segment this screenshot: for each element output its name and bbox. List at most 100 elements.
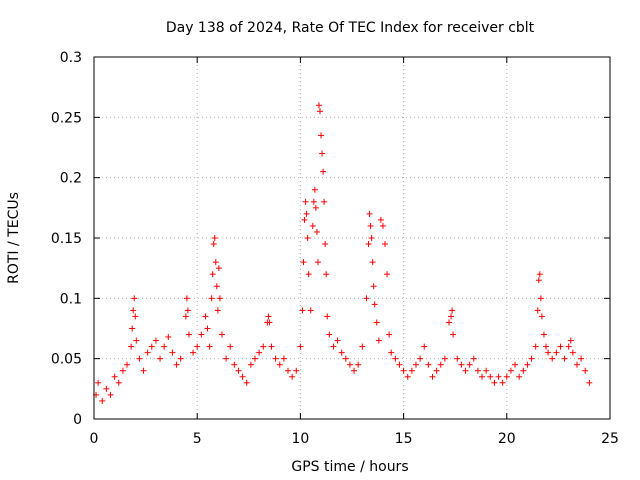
data-point xyxy=(366,210,373,217)
data-point xyxy=(400,367,407,374)
data-point xyxy=(462,367,469,374)
data-point xyxy=(213,283,220,290)
data-point xyxy=(535,277,542,284)
data-point xyxy=(165,333,172,340)
data-point xyxy=(365,241,372,248)
data-point xyxy=(373,319,380,326)
data-point xyxy=(214,307,221,314)
data-point xyxy=(161,343,168,350)
data-point xyxy=(330,343,337,350)
data-point xyxy=(194,343,201,350)
y-tick-label: 0.1 xyxy=(60,291,82,307)
data-point xyxy=(184,307,191,314)
data-point xyxy=(425,361,432,368)
data-point xyxy=(256,349,263,356)
data-point xyxy=(317,108,324,115)
data-point xyxy=(318,132,325,139)
data-point xyxy=(487,373,494,380)
data-point xyxy=(131,295,138,302)
x-tick-labels: 0 5 10 15 20 25 xyxy=(90,431,619,447)
data-point xyxy=(321,198,328,205)
data-point xyxy=(209,271,216,278)
data-point xyxy=(215,265,222,272)
data-point xyxy=(276,361,283,368)
data-point xyxy=(152,337,159,344)
data-point xyxy=(429,373,436,380)
data-point xyxy=(210,241,217,248)
data-point xyxy=(218,331,225,338)
data-point xyxy=(115,379,122,386)
data-point xyxy=(342,355,349,362)
data-point xyxy=(557,343,564,350)
data-point xyxy=(239,373,246,380)
y-tick-label: 0.25 xyxy=(51,110,82,126)
data-point xyxy=(312,204,319,211)
data-point xyxy=(202,313,209,320)
data-point xyxy=(324,313,331,320)
data-point xyxy=(359,343,366,350)
data-point xyxy=(266,319,273,326)
data-point xyxy=(573,361,580,368)
data-point xyxy=(491,379,498,386)
data-point xyxy=(382,241,389,248)
data-points xyxy=(93,102,593,404)
data-point xyxy=(537,295,544,302)
data-point xyxy=(265,313,272,320)
data-point xyxy=(285,367,292,374)
data-point xyxy=(322,241,329,248)
data-point xyxy=(516,373,523,380)
data-point xyxy=(251,355,258,362)
data-point xyxy=(368,235,375,241)
x-tick-label: 25 xyxy=(601,431,619,447)
x-tick-label: 0 xyxy=(90,431,99,447)
data-point xyxy=(355,361,362,368)
data-point xyxy=(206,343,213,350)
data-point xyxy=(540,331,547,338)
data-point xyxy=(204,325,211,332)
data-point xyxy=(208,295,215,302)
data-point xyxy=(305,271,312,278)
data-point xyxy=(260,343,267,350)
data-point xyxy=(304,235,311,241)
data-point xyxy=(532,343,539,350)
data-point xyxy=(586,379,593,386)
data-point xyxy=(375,337,382,344)
data-point xyxy=(198,331,205,338)
data-point xyxy=(412,361,419,368)
data-point xyxy=(183,295,190,302)
data-point xyxy=(247,361,254,368)
x-tick-label: 10 xyxy=(291,431,309,447)
data-point xyxy=(448,313,455,320)
data-point xyxy=(289,373,296,380)
data-point xyxy=(417,355,424,362)
data-point xyxy=(169,349,176,356)
data-point xyxy=(243,379,250,386)
data-point xyxy=(561,355,568,362)
data-point xyxy=(466,361,473,368)
data-point xyxy=(351,367,358,374)
data-point xyxy=(182,313,189,320)
data-point xyxy=(520,367,527,374)
data-point xyxy=(565,343,572,350)
data-point xyxy=(148,343,155,350)
data-point xyxy=(495,373,502,380)
data-point xyxy=(309,222,316,229)
data-point xyxy=(130,307,137,314)
data-point xyxy=(107,391,114,398)
data-point xyxy=(441,355,448,362)
data-point xyxy=(553,349,560,356)
data-point xyxy=(315,102,322,109)
y-tick-label: 0.3 xyxy=(60,50,82,66)
data-point xyxy=(528,355,535,362)
data-point xyxy=(408,367,415,374)
y-tick-label: 0.15 xyxy=(51,231,82,247)
data-point xyxy=(536,271,543,278)
data-point xyxy=(320,168,327,175)
data-point xyxy=(377,216,384,223)
y-tick-label: 0.2 xyxy=(60,171,82,187)
data-point xyxy=(323,271,330,278)
data-point xyxy=(367,222,374,229)
data-point xyxy=(454,355,461,362)
data-point xyxy=(338,349,345,356)
